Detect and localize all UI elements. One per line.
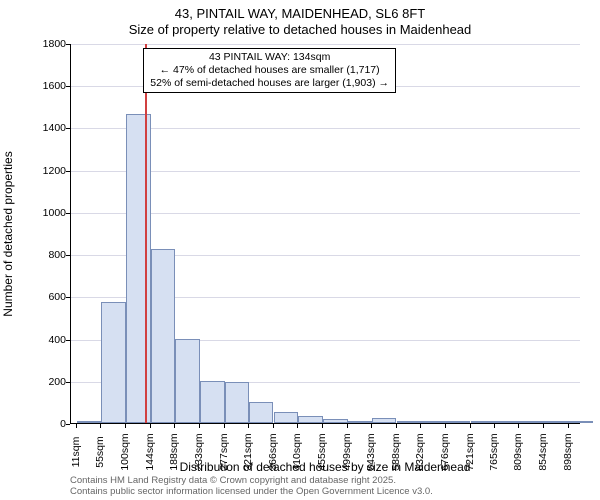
x-tick-label: 233sqm xyxy=(193,433,205,470)
histogram-bar xyxy=(249,402,273,423)
x-tick-mark xyxy=(396,424,397,428)
x-tick-label: 499sqm xyxy=(341,433,353,470)
x-tick-label: 543sqm xyxy=(365,433,377,470)
x-tick-mark xyxy=(470,424,471,428)
histogram-bar xyxy=(225,382,249,423)
chart-container: 43, PINTAIL WAY, MAIDENHEAD, SL6 8FT Siz… xyxy=(0,0,600,500)
footer-line2: Contains public sector information licen… xyxy=(70,487,580,498)
x-tick-mark xyxy=(322,424,323,428)
x-tick-label: 898sqm xyxy=(562,433,574,470)
x-tick-label: 100sqm xyxy=(119,433,131,470)
x-tick-mark xyxy=(445,424,446,428)
x-tick-mark xyxy=(568,424,569,428)
histogram-bar xyxy=(323,419,347,423)
x-tick-mark xyxy=(347,424,348,428)
y-tick-label: 200 xyxy=(26,376,66,388)
x-tick-mark xyxy=(76,424,77,428)
x-tick-mark xyxy=(420,424,421,428)
y-tick-label: 1800 xyxy=(26,38,66,50)
y-tick-mark xyxy=(66,128,70,129)
attribution-footer: Contains HM Land Registry data © Crown c… xyxy=(70,476,580,498)
histogram-bar xyxy=(495,421,519,423)
x-tick-mark xyxy=(174,424,175,428)
histogram-bar xyxy=(544,421,568,423)
histogram-bar xyxy=(200,381,224,423)
histogram-bar xyxy=(77,421,101,423)
x-tick-mark xyxy=(100,424,101,428)
y-tick-mark xyxy=(66,424,70,425)
y-tick-label: 1600 xyxy=(26,80,66,92)
histogram-bar xyxy=(298,416,322,423)
histogram-bar xyxy=(151,249,175,423)
x-tick-label: 410sqm xyxy=(291,433,303,470)
annotation-line1: 43 PINTAIL WAY: 134sqm xyxy=(150,51,389,64)
x-tick-mark xyxy=(297,424,298,428)
y-tick-label: 1400 xyxy=(26,122,66,134)
y-tick-mark xyxy=(66,340,70,341)
histogram-bar xyxy=(372,418,396,423)
histogram-bar xyxy=(274,412,298,423)
annotation-box: 43 PINTAIL WAY: 134sqm← 47% of detached … xyxy=(143,48,396,93)
histogram-bar xyxy=(101,302,125,423)
histogram-bar xyxy=(569,421,593,423)
y-tick-label: 400 xyxy=(26,334,66,346)
x-tick-label: 632sqm xyxy=(414,433,426,470)
x-tick-label: 588sqm xyxy=(390,433,402,470)
y-tick-mark xyxy=(66,297,70,298)
x-tick-label: 55sqm xyxy=(94,436,106,468)
x-tick-label: 321sqm xyxy=(242,433,254,470)
y-tick-mark xyxy=(66,86,70,87)
y-tick-label: 600 xyxy=(26,291,66,303)
annotation-line2: ← 47% of detached houses are smaller (1,… xyxy=(150,64,389,77)
x-tick-mark xyxy=(543,424,544,428)
histogram-bar xyxy=(175,339,199,423)
y-tick-label: 0 xyxy=(26,418,66,430)
y-tick-mark xyxy=(66,382,70,383)
y-tick-mark xyxy=(66,171,70,172)
x-tick-mark xyxy=(125,424,126,428)
x-tick-mark xyxy=(199,424,200,428)
y-tick-label: 800 xyxy=(26,249,66,261)
x-tick-label: 721sqm xyxy=(464,433,476,470)
gridline xyxy=(71,44,580,45)
x-tick-mark xyxy=(224,424,225,428)
histogram-bar xyxy=(397,421,421,423)
y-tick-label: 1000 xyxy=(26,207,66,219)
x-tick-label: 144sqm xyxy=(144,433,156,470)
y-tick-mark xyxy=(66,44,70,45)
histogram-bar xyxy=(446,421,470,423)
x-tick-label: 277sqm xyxy=(218,433,230,470)
plot-area: 43 PINTAIL WAY: 134sqm← 47% of detached … xyxy=(70,44,580,424)
x-tick-label: 809sqm xyxy=(512,433,524,470)
x-tick-label: 188sqm xyxy=(168,433,180,470)
x-tick-mark xyxy=(150,424,151,428)
y-axis-label: Number of detached properties xyxy=(1,151,15,316)
histogram-bar xyxy=(519,421,543,423)
x-tick-mark xyxy=(494,424,495,428)
chart-title-line1: 43, PINTAIL WAY, MAIDENHEAD, SL6 8FT xyxy=(0,6,600,21)
y-tick-mark xyxy=(66,255,70,256)
x-tick-label: 455sqm xyxy=(316,433,328,470)
chart-title-line2: Size of property relative to detached ho… xyxy=(0,22,600,37)
x-tick-label: 676sqm xyxy=(439,433,451,470)
x-tick-label: 11sqm xyxy=(70,437,82,468)
x-tick-label: 366sqm xyxy=(267,433,279,470)
histogram-bar xyxy=(421,421,445,423)
x-tick-mark xyxy=(248,424,249,428)
x-tick-label: 854sqm xyxy=(537,433,549,470)
x-tick-label: 765sqm xyxy=(488,433,500,470)
y-tick-mark xyxy=(66,213,70,214)
histogram-bar xyxy=(348,421,372,423)
y-tick-label: 1200 xyxy=(26,165,66,177)
annotation-line3: 52% of semi-detached houses are larger (… xyxy=(150,77,389,90)
x-tick-mark xyxy=(518,424,519,428)
histogram-bar xyxy=(471,421,495,423)
x-tick-mark xyxy=(273,424,274,428)
x-tick-mark xyxy=(371,424,372,428)
highlight-marker-line xyxy=(145,44,147,423)
